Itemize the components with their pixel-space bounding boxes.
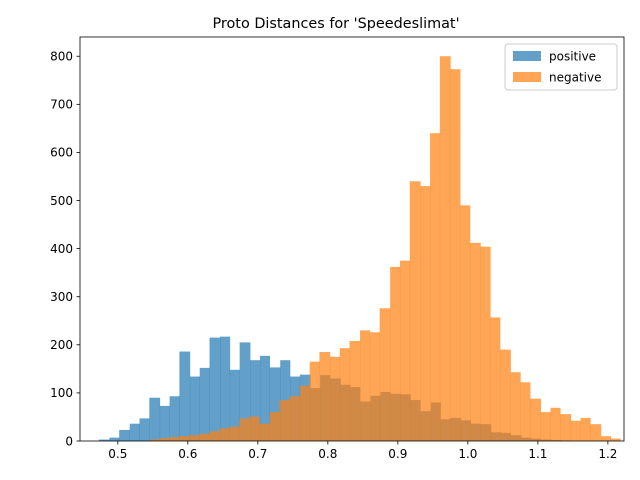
bar-positive-17 (269, 367, 281, 441)
bar-negative-13 (279, 400, 290, 441)
bar-positive-9 (189, 376, 201, 441)
bar-negative-30 (450, 69, 461, 441)
bar-negative-1 (159, 438, 170, 441)
bar-negative-23 (379, 308, 391, 441)
x-tick-label: 0.9 (388, 447, 407, 461)
y-tick-label: 300 (50, 290, 73, 304)
bar-negative-8 (229, 426, 240, 441)
bar-positive-16 (259, 355, 271, 441)
bar-negative-39 (540, 412, 551, 441)
bar-negative-0 (149, 439, 160, 441)
bar-negative-11 (259, 423, 271, 441)
bar-negative-44 (590, 424, 602, 441)
x-tick-label: 1.1 (528, 447, 547, 461)
bar-negative-16 (309, 361, 320, 441)
bar-negative-36 (510, 372, 521, 441)
bar-positive-6 (159, 405, 170, 441)
bar-positive-3 (129, 423, 140, 441)
bar-positive-10 (199, 367, 210, 441)
bar-negative-4 (189, 435, 200, 441)
bar-negative-43 (580, 417, 591, 441)
y-tick-label: 600 (50, 146, 73, 160)
bar-positive-0 (98, 439, 110, 441)
bar-negative-7 (219, 428, 230, 441)
bar-negative-29 (439, 56, 451, 442)
bar-negative-34 (490, 317, 501, 441)
bar-negative-33 (480, 246, 491, 441)
bar-negative-14 (289, 396, 301, 441)
bar-positive-15 (250, 360, 261, 441)
bar-positive-12 (220, 336, 231, 441)
bar-negative-21 (360, 330, 371, 441)
bar-negative-35 (500, 349, 511, 441)
x-tick-label: 0.6 (178, 447, 197, 461)
y-tick-label: 500 (50, 194, 73, 208)
bar-negative-46 (610, 438, 621, 441)
bar-negative-15 (299, 385, 310, 441)
bar-negative-6 (209, 431, 220, 441)
bar-positive-4 (139, 418, 150, 441)
bar-negative-45 (600, 436, 611, 441)
bar-negative-31 (460, 205, 471, 441)
y-tick-label: 200 (50, 338, 73, 352)
bar-negative-18 (329, 356, 341, 441)
x-tick-label: 0.8 (318, 447, 337, 461)
bar-negative-9 (239, 418, 250, 441)
bar-negative-25 (399, 260, 411, 441)
x-tick-label: 1.0 (458, 447, 477, 461)
legend-swatch-positive (513, 51, 541, 61)
bar-negative-42 (570, 420, 581, 441)
bar-negative-38 (530, 398, 541, 441)
plot-frame (79, 36, 625, 442)
bar-positive-14 (239, 342, 251, 441)
x-tick-label: 0.5 (108, 447, 127, 461)
legend-swatch-negative (513, 72, 541, 82)
bar-positive-8 (179, 351, 191, 441)
bars-layer (98, 56, 621, 442)
legend-label-negative: negative (549, 71, 601, 85)
bar-negative-32 (469, 242, 481, 441)
y-tick-label: 800 (50, 50, 73, 64)
bar-negative-19 (339, 348, 350, 441)
bar-negative-28 (430, 133, 441, 441)
bar-positive-2 (119, 429, 131, 441)
bar-negative-17 (319, 352, 331, 441)
bar-negative-10 (249, 416, 260, 441)
bar-negative-20 (349, 340, 361, 441)
bar-positive-1 (109, 437, 120, 441)
y-tick-label: 700 (50, 98, 73, 112)
y-tick-label: 0 (65, 434, 73, 448)
bar-positive-11 (209, 337, 221, 441)
y-tick-label: 400 (50, 242, 73, 256)
y-tick-label: 100 (50, 386, 73, 400)
chart-title: Proto Distances for 'Speedeslimat' (212, 16, 459, 32)
bar-negative-26 (409, 181, 421, 442)
bar-negative-41 (560, 414, 572, 441)
bar-positive-7 (169, 396, 180, 441)
bar-negative-37 (520, 382, 531, 441)
bar-negative-22 (369, 332, 380, 441)
axes-layer: 0.5 0.6 0.7 0.8 0.9 1.0 1.1 1.2 0 100 200 300 400 500… (50, 36, 625, 461)
bar-negative-24 (390, 266, 401, 441)
bar-negative-40 (550, 407, 561, 441)
bar-negative-3 (179, 436, 190, 441)
legend-label-positive: positive (549, 50, 596, 64)
bar-positive-5 (149, 397, 161, 441)
x-tick-label: 0.7 (248, 447, 267, 461)
bar-negative-12 (269, 412, 280, 441)
bar-positive-13 (229, 369, 240, 441)
bar-negative-27 (420, 186, 431, 441)
legend: positive negative (504, 43, 618, 91)
bar-negative-5 (199, 433, 210, 441)
x-tick-label: 1.2 (598, 447, 617, 461)
bar-negative-2 (168, 437, 180, 441)
